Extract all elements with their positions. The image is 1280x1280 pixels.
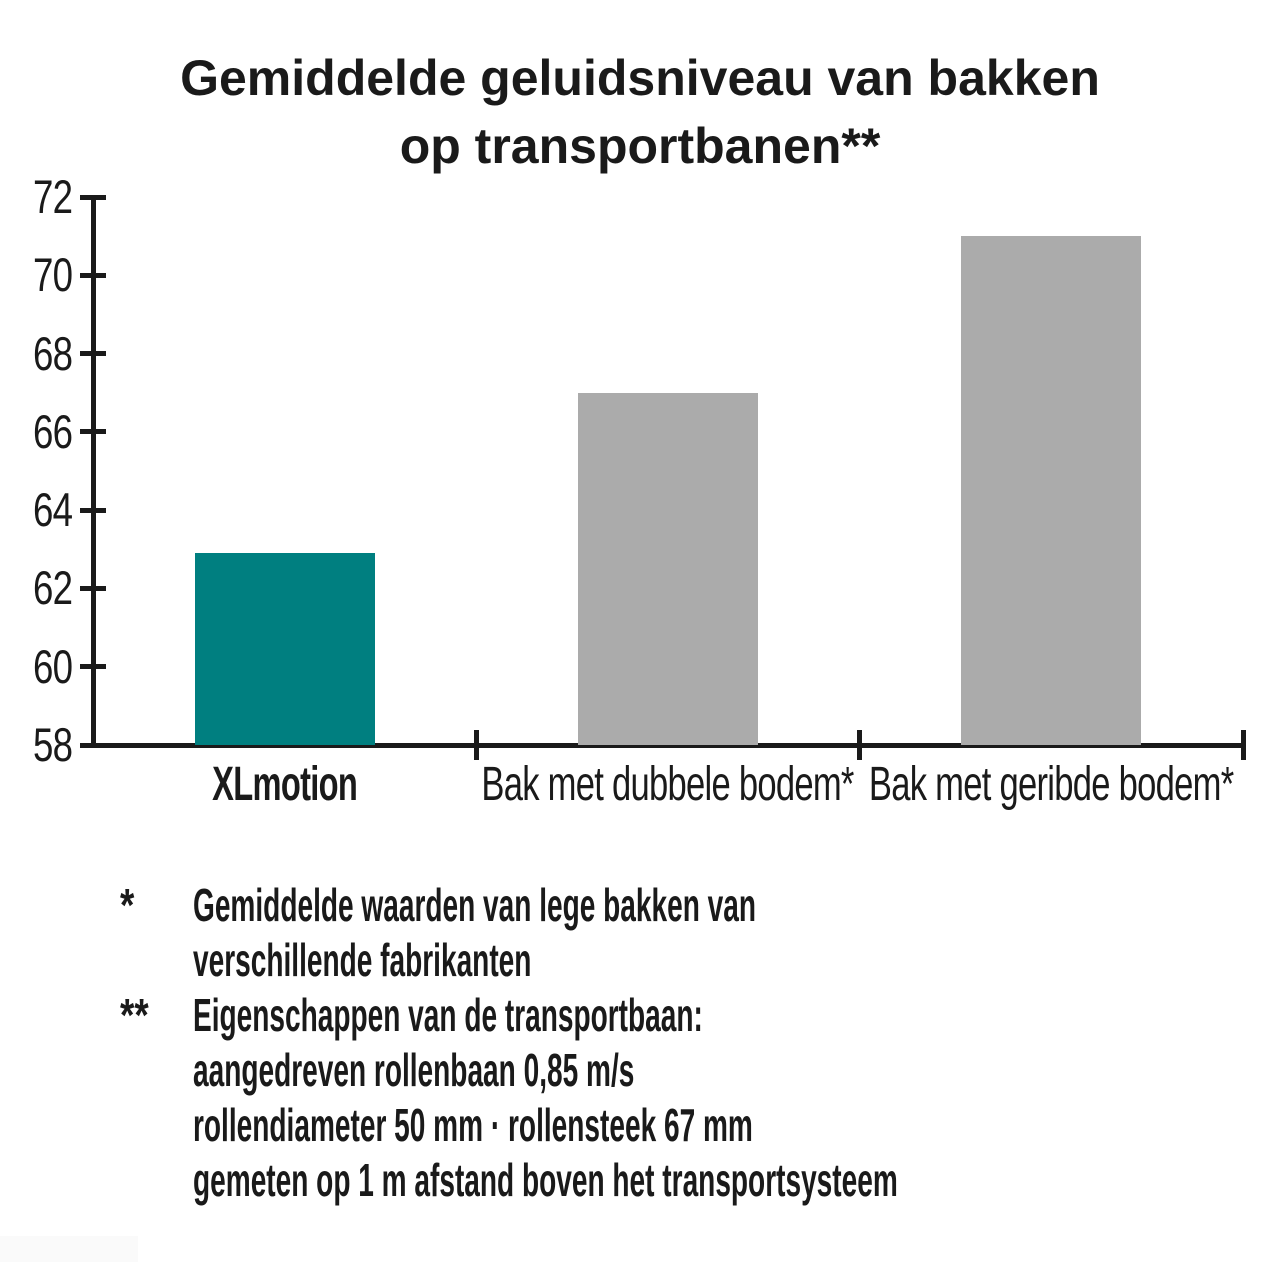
y-tick <box>80 742 106 748</box>
x-tick <box>473 730 479 760</box>
footnote-line-text: Eigenschappen van de transportbaan: <box>193 989 703 1041</box>
y-tick-label: 68 <box>0 326 73 382</box>
footnote-line: rollendiameter 50 mm · rollensteek 67 mm <box>193 1098 1240 1153</box>
x-axis-line <box>90 742 1246 748</box>
x-label-text: XLmotion <box>212 758 358 811</box>
y-tick <box>80 351 106 357</box>
y-tick <box>80 429 106 435</box>
y-tick-label: 70 <box>0 247 73 303</box>
chart-title: Gemiddelde geluidsniveau van bakken op t… <box>0 44 1280 180</box>
y-tick <box>80 585 106 591</box>
footnote-line-text: verschillende fabrikanten <box>193 934 532 986</box>
y-tick <box>80 664 106 670</box>
background-artifact <box>0 1236 138 1262</box>
y-tick-value: 62 <box>32 561 73 615</box>
x-label-text: Bak met dubbele bodem* <box>481 758 855 811</box>
x-label-text: Bak met geribde bodem* <box>869 758 1234 811</box>
x-label-bak-met-dubbele-bodem: Bak met dubbele bodem* <box>378 756 958 814</box>
footnotes: * Gemiddelde waarden van lege bakken van v… <box>120 878 1240 1208</box>
footnote-body: Gemiddelde waarden van lege bakken van ve… <box>193 878 1240 988</box>
y-tick-value: 72 <box>32 170 73 223</box>
chart-title-line2: op transportbanen** <box>399 118 881 174</box>
x-tick <box>1240 730 1246 760</box>
y-tick-value: 70 <box>32 248 73 302</box>
x-label-bak-met-geribde-bodem: Bak met geribde bodem* <box>761 756 1280 814</box>
y-tick-label: 60 <box>0 639 73 695</box>
footnote-line-text: gemeten op 1 m afstand boven het transpo… <box>193 1154 898 1206</box>
footnote-line: verschillende fabrikanten <box>193 933 1240 988</box>
footnote-line: gemeten op 1 m afstand boven het transpo… <box>193 1153 1240 1208</box>
bar-bak-met-geribde-bodem <box>961 236 1142 745</box>
footnote-line-text: Gemiddelde waarden van lege bakken van <box>193 879 756 931</box>
y-tick-value: 68 <box>32 326 73 380</box>
footnote-body: Eigenschappen van de transportbaan: aange… <box>193 988 1240 1208</box>
y-tick-value: 64 <box>32 483 73 537</box>
footnote-2: ** Eigenschappen van de transportbaan: aan… <box>120 988 1240 1208</box>
x-label-xlmotion: XLmotion <box>0 756 575 814</box>
y-tick <box>80 272 106 278</box>
y-axis-line <box>90 194 96 748</box>
footnote-marker: ** <box>120 989 149 1041</box>
x-tick <box>857 730 863 760</box>
y-tick-label: 58 <box>0 717 73 773</box>
y-tick <box>80 194 106 200</box>
y-tick-value: 66 <box>32 404 73 458</box>
footnote-line: aangedreven rollenbaan 0,85 m/s <box>193 1043 1240 1098</box>
bar-xlmotion <box>194 553 375 745</box>
footnote-line-text: aangedreven rollenbaan 0,85 m/s <box>193 1044 635 1096</box>
y-tick-label: 64 <box>0 482 73 538</box>
footnote-line: Gemiddelde waarden van lege bakken van <box>193 878 1240 933</box>
chart-title-line1: Gemiddelde geluidsniveau van bakken <box>180 50 1100 106</box>
y-tick-value: 60 <box>32 639 73 693</box>
y-tick <box>80 507 106 513</box>
footnote-1: * Gemiddelde waarden van lege bakken van v… <box>120 878 1240 988</box>
y-tick-label: 72 <box>0 169 73 225</box>
footnote-line-text: rollendiameter 50 mm · rollensteek 67 mm <box>193 1099 753 1151</box>
y-tick-label: 66 <box>0 404 73 460</box>
y-tick-label: 62 <box>0 560 73 616</box>
bar-bak-met-dubbele-bodem <box>578 392 758 745</box>
footnote-marker: * <box>120 879 135 931</box>
footnote-line: Eigenschappen van de transportbaan: <box>193 988 1240 1043</box>
y-tick-value: 58 <box>32 718 73 771</box>
